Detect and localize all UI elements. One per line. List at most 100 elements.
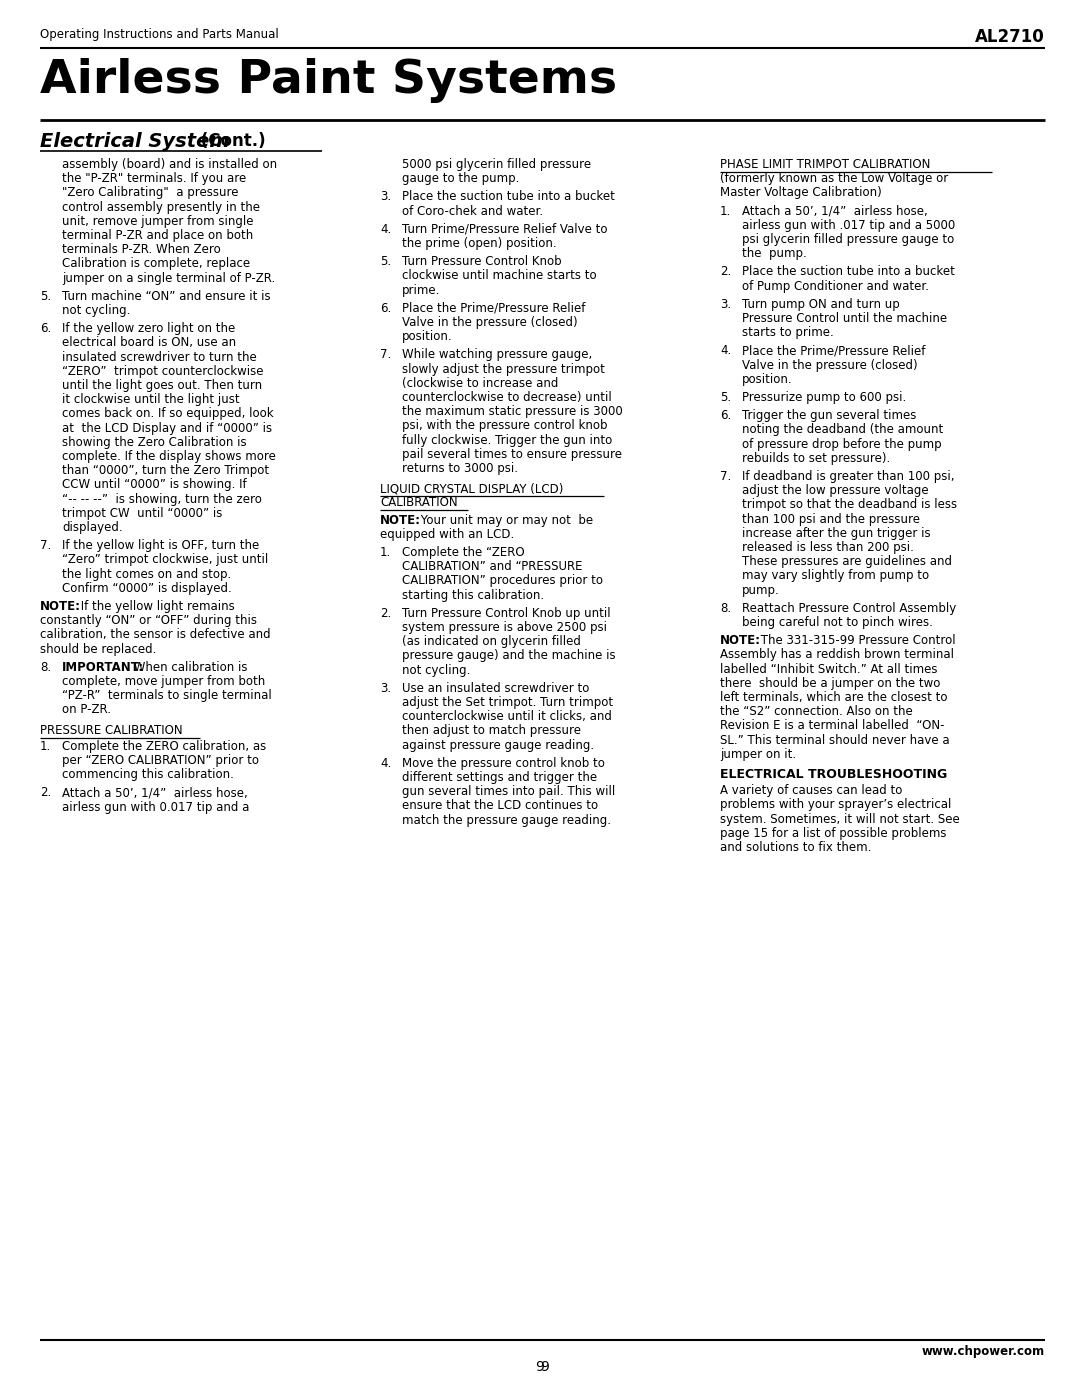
Text: complete. If the display shows more: complete. If the display shows more [62, 450, 275, 462]
Text: it clockwise until the light just: it clockwise until the light just [62, 393, 240, 407]
Text: equipped with an LCD.: equipped with an LCD. [380, 528, 514, 541]
Text: Attach a 50’, 1/4”  airless hose,: Attach a 50’, 1/4” airless hose, [62, 787, 247, 799]
Text: the “S2” connection. Also on the: the “S2” connection. Also on the [720, 705, 913, 718]
Text: not cycling.: not cycling. [402, 664, 471, 676]
Text: constantly “ON” or “OFF” during this: constantly “ON” or “OFF” during this [40, 615, 257, 627]
Text: rebuilds to set pressure).: rebuilds to set pressure). [742, 451, 890, 465]
Text: NOTE:: NOTE: [380, 514, 421, 527]
Text: of pressure drop before the pump: of pressure drop before the pump [742, 437, 942, 451]
Text: starting this calibration.: starting this calibration. [402, 588, 544, 602]
Text: 2.: 2. [380, 606, 391, 620]
Text: 1.: 1. [40, 740, 51, 753]
Text: (as indicated on glycerin filled: (as indicated on glycerin filled [402, 636, 581, 648]
Text: Trigger the gun several times: Trigger the gun several times [742, 409, 916, 422]
Text: Revision E is a terminal labelled  “ON-: Revision E is a terminal labelled “ON- [720, 719, 945, 732]
Text: www.chpower.com: www.chpower.com [922, 1345, 1045, 1358]
Text: Valve in the pressure (closed): Valve in the pressure (closed) [742, 359, 918, 372]
Text: When calibration is: When calibration is [130, 661, 247, 673]
Text: of Pump Conditioner and water.: of Pump Conditioner and water. [742, 279, 929, 292]
Text: on P-ZR.: on P-ZR. [62, 704, 111, 717]
Text: of Coro-chek and water.: of Coro-chek and water. [402, 204, 543, 218]
Text: trimpot so that the deadband is less: trimpot so that the deadband is less [742, 499, 957, 511]
Text: different settings and trigger the: different settings and trigger the [402, 771, 597, 784]
Text: being careful not to pinch wires.: being careful not to pinch wires. [742, 616, 933, 629]
Text: terminal P-ZR and place on both: terminal P-ZR and place on both [62, 229, 253, 242]
Text: slowly adjust the pressure trimpot: slowly adjust the pressure trimpot [402, 363, 605, 376]
Text: Airless Paint Systems: Airless Paint Systems [40, 59, 617, 103]
Text: Use an insulated screwdriver to: Use an insulated screwdriver to [402, 682, 590, 694]
Text: Assembly has a reddish brown terminal: Assembly has a reddish brown terminal [720, 648, 954, 661]
Text: (clockwise to increase and: (clockwise to increase and [402, 377, 558, 390]
Text: Turn pump ON and turn up: Turn pump ON and turn up [742, 298, 900, 310]
Text: Turn Pressure Control Knob up until: Turn Pressure Control Knob up until [402, 606, 610, 620]
Text: may vary slightly from pump to: may vary slightly from pump to [742, 570, 929, 583]
Text: 3.: 3. [380, 682, 391, 694]
Text: trimpot CW  until “0000” is: trimpot CW until “0000” is [62, 507, 222, 520]
Text: 2.: 2. [720, 265, 731, 278]
Text: than “0000”, turn the Zero Trimpot: than “0000”, turn the Zero Trimpot [62, 464, 269, 478]
Text: pressure gauge) and the machine is: pressure gauge) and the machine is [402, 650, 616, 662]
Text: 5.: 5. [380, 256, 391, 268]
Text: comes back on. If so equipped, look: comes back on. If so equipped, look [62, 408, 273, 420]
Text: SL.” This terminal should never have a: SL.” This terminal should never have a [720, 733, 949, 746]
Text: electrical board is ON, use an: electrical board is ON, use an [62, 337, 237, 349]
Text: assembly (board) and is installed on: assembly (board) and is installed on [62, 158, 278, 170]
Text: These pressures are guidelines and: These pressures are guidelines and [742, 555, 951, 569]
Text: Attach a 50’, 1/4”  airless hose,: Attach a 50’, 1/4” airless hose, [742, 204, 928, 218]
Text: If deadband is greater than 100 psi,: If deadband is greater than 100 psi, [742, 469, 955, 483]
Text: system pressure is above 2500 psi: system pressure is above 2500 psi [402, 622, 607, 634]
Text: Place the Prime/Pressure Relief: Place the Prime/Pressure Relief [742, 345, 926, 358]
Text: should be replaced.: should be replaced. [40, 643, 157, 655]
Text: PHASE LIMIT TRIMPOT CALIBRATION: PHASE LIMIT TRIMPOT CALIBRATION [720, 158, 930, 170]
Text: and solutions to fix them.: and solutions to fix them. [720, 841, 872, 854]
Text: prime.: prime. [402, 284, 441, 296]
Text: 9: 9 [536, 1361, 544, 1375]
Text: 4.: 4. [380, 757, 391, 770]
Text: 1.: 1. [720, 204, 731, 218]
Text: noting the deadband (the amount: noting the deadband (the amount [742, 423, 943, 436]
Text: CALIBRATION” procedures prior to: CALIBRATION” procedures prior to [402, 574, 603, 587]
Text: NOTE:: NOTE: [40, 599, 81, 613]
Text: adjust the low pressure voltage: adjust the low pressure voltage [742, 485, 929, 497]
Text: Complete the “ZERO: Complete the “ZERO [402, 546, 525, 559]
Text: page 15 for a list of possible problems: page 15 for a list of possible problems [720, 827, 946, 840]
Text: position.: position. [402, 330, 453, 344]
Text: insulated screwdriver to turn the: insulated screwdriver to turn the [62, 351, 257, 363]
Text: "Zero Calibrating"  a pressure: "Zero Calibrating" a pressure [62, 186, 239, 200]
Text: Calibration is complete, replace: Calibration is complete, replace [62, 257, 251, 271]
Text: displayed.: displayed. [62, 521, 123, 534]
Text: 7.: 7. [40, 539, 51, 552]
Text: 7.: 7. [380, 348, 391, 362]
Text: If the yellow light remains: If the yellow light remains [77, 599, 234, 613]
Text: calibration, the sensor is defective and: calibration, the sensor is defective and [40, 629, 271, 641]
Text: then adjust to match pressure: then adjust to match pressure [402, 725, 581, 738]
Text: adjust the Set trimpot. Turn trimpot: adjust the Set trimpot. Turn trimpot [402, 696, 613, 710]
Text: match the pressure gauge reading.: match the pressure gauge reading. [402, 813, 611, 827]
Text: Turn machine “ON” and ensure it is: Turn machine “ON” and ensure it is [62, 289, 271, 303]
Text: 5.: 5. [720, 391, 731, 404]
Text: If the yellow light is OFF, turn the: If the yellow light is OFF, turn the [62, 539, 259, 552]
Text: counterclockwise until it clicks, and: counterclockwise until it clicks, and [402, 710, 612, 724]
Text: CCW until “0000” is showing. If: CCW until “0000” is showing. If [62, 478, 246, 492]
Text: pump.: pump. [742, 584, 780, 597]
Text: problems with your sprayer’s electrical: problems with your sprayer’s electrical [720, 799, 951, 812]
Text: the  pump.: the pump. [742, 247, 807, 260]
Text: the "P-ZR" terminals. If you are: the "P-ZR" terminals. If you are [62, 172, 246, 186]
Text: Reattach Pressure Control Assembly: Reattach Pressure Control Assembly [742, 602, 956, 615]
Text: “Zero” trimpot clockwise, just until: “Zero” trimpot clockwise, just until [62, 553, 268, 566]
Text: until the light goes out. Then turn: until the light goes out. Then turn [62, 379, 262, 393]
Text: Valve in the pressure (closed): Valve in the pressure (closed) [402, 316, 578, 330]
Text: ensure that the LCD continues to: ensure that the LCD continues to [402, 799, 598, 813]
Text: gauge to the pump.: gauge to the pump. [402, 172, 519, 186]
Text: CALIBRATION: CALIBRATION [380, 496, 458, 510]
Text: AL2710: AL2710 [975, 28, 1045, 46]
Text: the maximum static pressure is 3000: the maximum static pressure is 3000 [402, 405, 623, 418]
Text: “ZERO”  trimpot counterclockwise: “ZERO” trimpot counterclockwise [62, 365, 264, 377]
Text: “-- -- --”  is showing, turn the zero: “-- -- --” is showing, turn the zero [62, 493, 261, 506]
Text: system. Sometimes, it will not start. See: system. Sometimes, it will not start. Se… [720, 813, 960, 826]
Text: 2.: 2. [40, 787, 51, 799]
Text: Electrical System: Electrical System [40, 131, 230, 151]
Text: ELECTRICAL TROUBLESHOOTING: ELECTRICAL TROUBLESHOOTING [720, 768, 947, 781]
Text: counterclockwise to decrease) until: counterclockwise to decrease) until [402, 391, 611, 404]
Text: gun several times into pail. This will: gun several times into pail. This will [402, 785, 616, 798]
